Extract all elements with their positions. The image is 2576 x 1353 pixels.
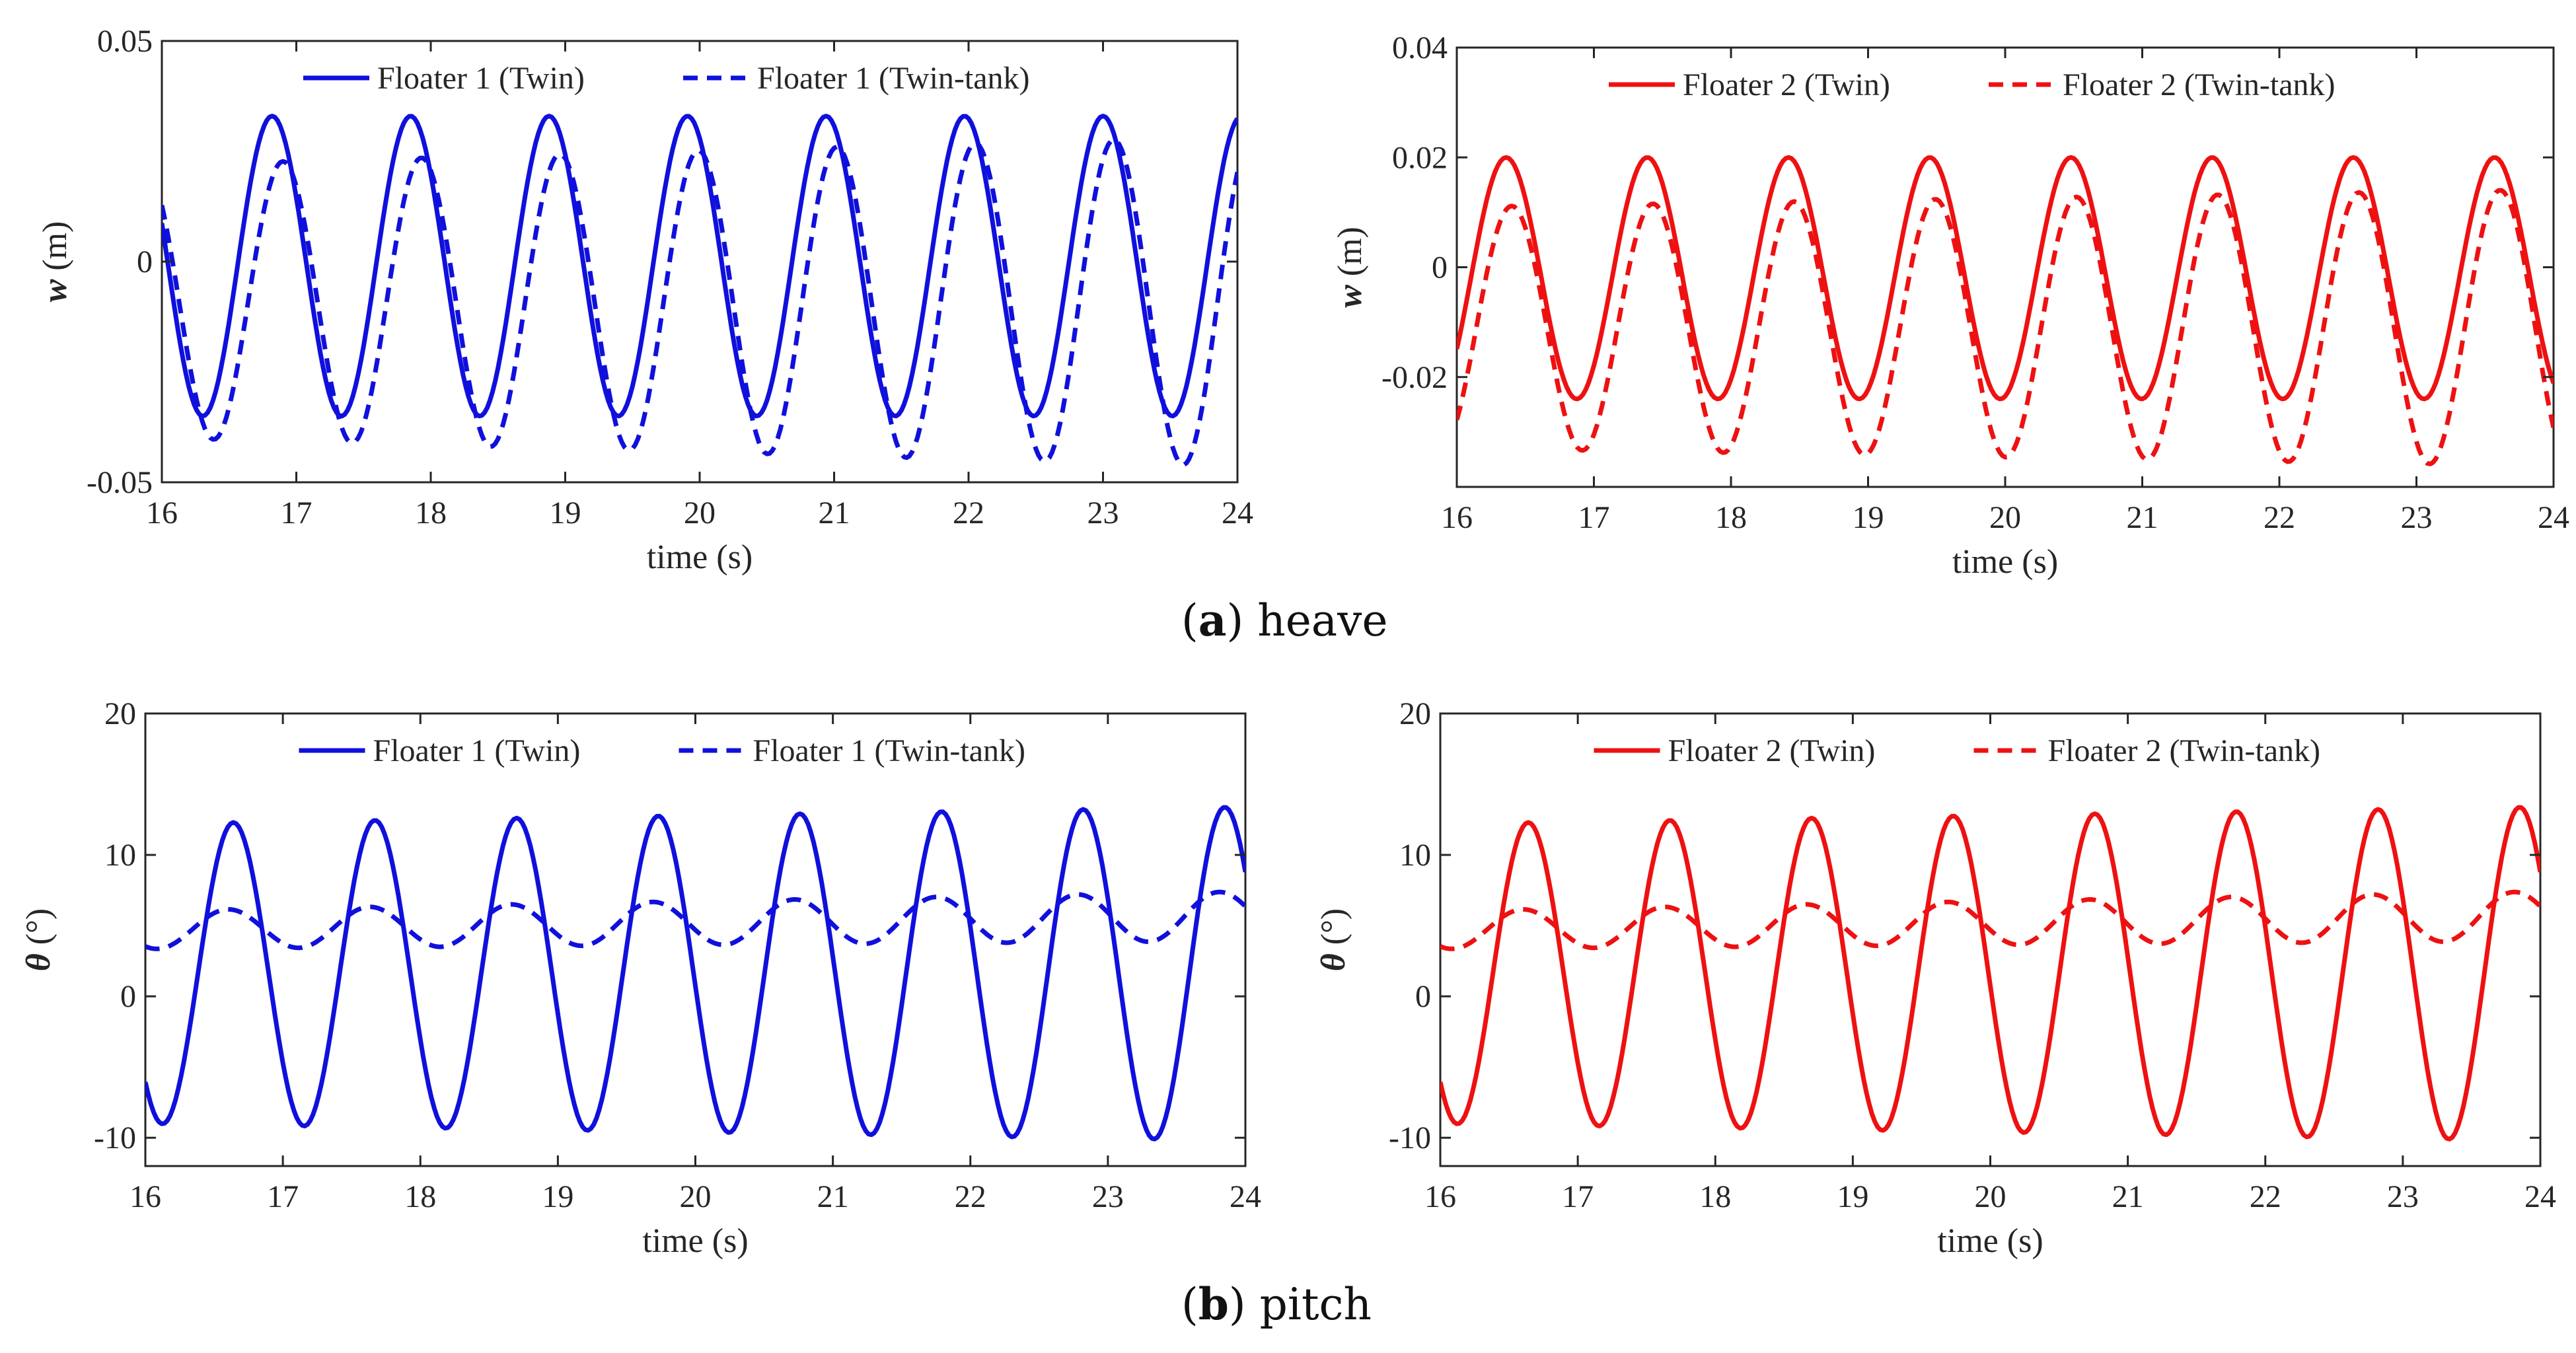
y-tick-label: 10 xyxy=(104,838,136,873)
x-tick-label: 18 xyxy=(415,495,447,530)
y-axis-label: w (m) xyxy=(36,221,74,303)
x-tick-label: 21 xyxy=(2112,1179,2144,1214)
x-tick-label: 23 xyxy=(2401,500,2433,535)
x-tick-label: 17 xyxy=(1562,1179,1594,1214)
x-tick-label: 19 xyxy=(542,1179,573,1214)
legend-label-1: Floater 1 (Twin) xyxy=(373,733,581,768)
y-tick-label: 0 xyxy=(137,244,153,279)
x-axis-label: time (s) xyxy=(642,1222,748,1260)
y-tick-label: -0.02 xyxy=(1381,360,1448,395)
x-axis-label: time (s) xyxy=(647,538,753,576)
y-tick-label: -10 xyxy=(94,1120,136,1155)
y-tick-label: 0.04 xyxy=(1392,30,1448,65)
legend-label-1: Floater 1 (Twin) xyxy=(377,61,585,96)
x-tick-label: 19 xyxy=(550,495,581,530)
x-tick-label: 17 xyxy=(267,1179,299,1214)
caption-a-letter: a xyxy=(1198,595,1227,646)
x-tick-label: 21 xyxy=(2127,500,2158,535)
y-tick-label: -0.05 xyxy=(87,465,153,500)
plot-frame xyxy=(161,40,1239,484)
x-tick-label: 23 xyxy=(1092,1179,1124,1214)
x-tick-label: 22 xyxy=(2263,500,2295,535)
legend-label-2: Floater 1 (Twin-tank) xyxy=(753,733,1026,768)
plot-frame xyxy=(144,712,1247,1167)
x-axis-label: time (s) xyxy=(1937,1222,2043,1260)
y-tick-label: 0 xyxy=(1432,250,1448,285)
x-tick-label: 16 xyxy=(1441,500,1473,535)
y-tick-label: 10 xyxy=(1399,838,1431,873)
x-tick-label: 24 xyxy=(2524,1179,2556,1214)
y-tick-label: 0 xyxy=(120,979,136,1014)
x-tick-label: 20 xyxy=(684,495,716,530)
chart-heave-floater1: 16 17 18 19 20 21 22 23 24 -0.05 0 0.05 time (s) w (m… xyxy=(36,24,1253,576)
x-tick-label: 22 xyxy=(955,1179,986,1214)
legend-label-1: Floater 2 (Twin) xyxy=(1668,733,1876,768)
x-tick-label: 20 xyxy=(1975,1179,2006,1214)
y-axis-label: θ (°) xyxy=(20,908,57,971)
y-tick-label: 0 xyxy=(1415,979,1431,1014)
caption-b-text: pitch xyxy=(1245,1279,1372,1330)
plot-frame xyxy=(1455,46,2555,488)
x-tick-label: 24 xyxy=(1230,1179,1261,1214)
series-line-2 xyxy=(145,889,1245,951)
legend-label-1: Floater 2 (Twin) xyxy=(1683,67,1890,102)
x-tick-label: 23 xyxy=(2387,1179,2419,1214)
legend-label-2: Floater 2 (Twin-tank) xyxy=(2048,733,2321,768)
y-axis-unit: (°) xyxy=(1315,908,1352,953)
series-line-1 xyxy=(1440,805,2540,1142)
legend-label-2: Floater 2 (Twin-tank) xyxy=(2063,67,2336,102)
y-tick-label: 20 xyxy=(1399,696,1431,731)
y-axis-label: θ (°) xyxy=(1315,908,1352,971)
x-tick-label: 17 xyxy=(281,495,313,530)
x-tick-label: 16 xyxy=(146,495,178,530)
caption-b-letter: b xyxy=(1198,1278,1229,1330)
y-axis-unit: (m) xyxy=(36,221,74,279)
x-tick-label: 21 xyxy=(819,495,850,530)
caption-a: (a) heave xyxy=(1181,595,1388,646)
caption-a-text: heave xyxy=(1243,595,1388,646)
x-tick-label: 20 xyxy=(1989,500,2021,535)
chart-pitch-floater1: 16 17 18 19 20 21 22 23 24 -10 0 10 20 time (s) θ (°) F… xyxy=(20,696,1261,1260)
chart-pitch-floater2: 16 17 18 19 20 21 22 23 24 -10 0 10 20 time (s) θ (°) F… xyxy=(1315,696,2556,1260)
x-tick-label: 16 xyxy=(1424,1179,1456,1214)
series-line-1 xyxy=(162,114,1237,419)
y-axis-unit: (m) xyxy=(1331,227,1369,285)
y-axis-symbol: θ xyxy=(20,953,57,971)
x-tick-label: 16 xyxy=(129,1179,161,1214)
series-line-1 xyxy=(145,805,1245,1142)
x-tick-label: 20 xyxy=(680,1179,712,1214)
y-tick-label: 0.05 xyxy=(97,24,153,59)
y-axis-unit: (°) xyxy=(20,908,57,953)
plot-frame xyxy=(1439,712,2542,1167)
x-tick-label: 22 xyxy=(2250,1179,2281,1214)
x-tick-label: 17 xyxy=(1578,500,1610,535)
x-tick-label: 21 xyxy=(817,1179,849,1214)
legend-label-2: Floater 1 (Twin-tank) xyxy=(757,61,1030,96)
y-axis-symbol: w xyxy=(1331,285,1369,308)
x-tick-label: 18 xyxy=(1715,500,1747,535)
x-tick-label: 18 xyxy=(404,1179,436,1214)
series-line-2 xyxy=(162,137,1237,468)
x-tick-label: 22 xyxy=(953,495,984,530)
x-tick-label: 18 xyxy=(1699,1179,1731,1214)
x-tick-label: 23 xyxy=(1087,495,1119,530)
y-axis-symbol: w xyxy=(36,279,74,302)
y-axis-label: w (m) xyxy=(1331,227,1369,308)
x-tick-label: 19 xyxy=(1853,500,1884,535)
caption-b: (b) pitch xyxy=(1181,1278,1372,1330)
x-tick-label: 24 xyxy=(2538,500,2569,535)
series-line-2 xyxy=(1457,188,2554,466)
x-axis-label: time (s) xyxy=(1952,543,2058,581)
series-line-1 xyxy=(1457,155,2554,402)
series-line-2 xyxy=(1440,889,2540,951)
y-tick-label: 20 xyxy=(104,696,136,731)
chart-heave-floater2: 16 17 18 19 20 21 22 23 24 -0.02 0 0.02 0.04 time (s)… xyxy=(1331,30,2569,581)
x-tick-label: 19 xyxy=(1837,1179,1868,1214)
x-tick-label: 24 xyxy=(1222,495,1253,530)
y-tick-label: -10 xyxy=(1389,1120,1431,1155)
y-tick-label: 0.02 xyxy=(1392,140,1448,175)
y-axis-symbol: θ xyxy=(1315,953,1352,971)
